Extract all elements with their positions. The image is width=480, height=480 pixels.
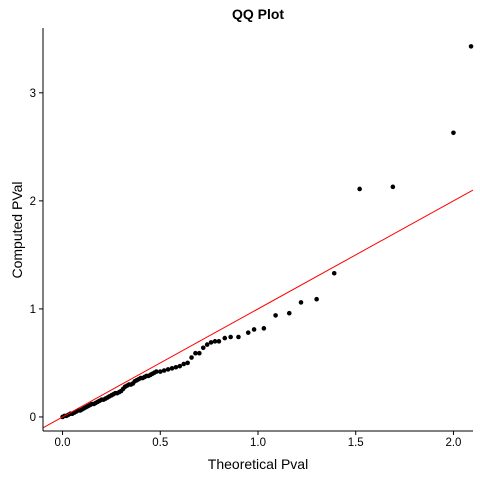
data-point xyxy=(451,131,456,136)
data-point xyxy=(299,300,304,305)
y-axis-title: Computed PVal xyxy=(9,181,25,278)
data-point xyxy=(166,367,171,372)
data-point xyxy=(197,351,202,356)
data-point xyxy=(162,368,167,373)
data-point xyxy=(170,366,175,371)
data-point xyxy=(185,361,190,366)
data-point xyxy=(217,339,222,344)
data-point xyxy=(209,340,214,345)
data-point xyxy=(213,339,218,344)
y-tick-label: 2 xyxy=(30,196,36,208)
chart-title: QQ Plot xyxy=(232,6,284,22)
data-point xyxy=(332,271,337,276)
plot-area xyxy=(43,44,473,428)
data-point xyxy=(158,369,163,374)
data-point xyxy=(469,44,474,49)
y-tick-label: 0 xyxy=(30,412,36,424)
data-point xyxy=(391,185,396,190)
reference-line-layer xyxy=(43,190,473,428)
data-point xyxy=(193,351,198,356)
data-point xyxy=(236,335,241,340)
x-tick-label: 0.0 xyxy=(55,437,71,449)
data-point xyxy=(189,355,194,360)
data-point xyxy=(314,297,319,302)
data-point xyxy=(222,336,227,341)
data-point xyxy=(287,311,292,316)
data-point xyxy=(174,365,179,370)
data-point xyxy=(273,313,278,318)
y-axis-ticks: 0 1 2 3 xyxy=(30,88,43,424)
data-point xyxy=(154,369,159,374)
data-point xyxy=(181,362,186,367)
data-point xyxy=(262,326,267,331)
data-point xyxy=(205,342,210,347)
x-tick-label: 1.5 xyxy=(348,437,364,449)
x-tick-label: 0.5 xyxy=(152,437,168,449)
data-point xyxy=(252,327,257,332)
data-points xyxy=(60,44,473,419)
reference-line xyxy=(43,190,473,428)
x-tick-label: 1.0 xyxy=(250,437,266,449)
data-point xyxy=(178,364,183,369)
x-axis-ticks: 0.0 0.5 1.0 1.5 2.0 xyxy=(55,431,462,449)
y-tick-label: 3 xyxy=(30,88,36,100)
x-tick-label: 2.0 xyxy=(445,437,461,449)
data-point xyxy=(357,187,362,192)
y-tick-label: 1 xyxy=(30,304,36,316)
data-point xyxy=(246,330,251,335)
x-axis-title: Theoretical Pval xyxy=(208,456,308,472)
data-point xyxy=(228,335,233,340)
data-point xyxy=(201,346,206,351)
